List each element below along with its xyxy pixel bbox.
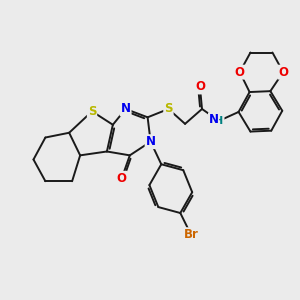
Text: N: N <box>121 103 130 116</box>
Text: Br: Br <box>184 228 199 241</box>
Text: N: N <box>146 135 156 148</box>
Text: H: H <box>214 116 224 126</box>
Text: S: S <box>164 103 173 116</box>
Text: N: N <box>208 113 219 126</box>
Text: S: S <box>88 105 96 118</box>
Text: O: O <box>278 66 288 79</box>
Text: O: O <box>195 80 205 94</box>
Text: O: O <box>117 172 127 185</box>
Text: O: O <box>235 66 245 79</box>
